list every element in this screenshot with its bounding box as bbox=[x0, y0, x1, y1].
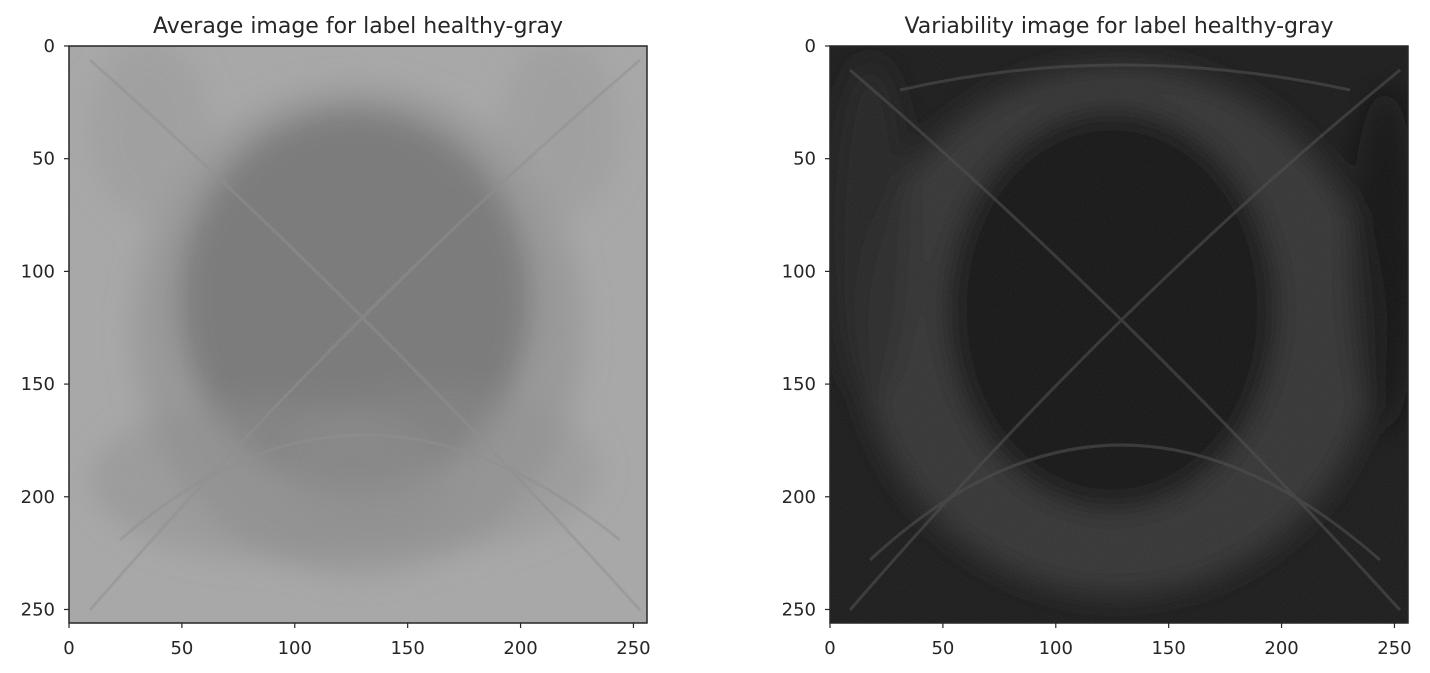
average-y-tick-label: 50 bbox=[32, 149, 55, 170]
average-x-tick-label: 150 bbox=[390, 638, 424, 659]
variability-y-tick-label: 100 bbox=[782, 261, 816, 282]
variability-x-tick-label: 100 bbox=[1039, 638, 1073, 659]
variability-image-panel: Variability image for label healthy-gray… bbox=[782, 14, 1420, 659]
average-y-tick-label: 0 bbox=[44, 36, 55, 57]
average-y-tick-label: 150 bbox=[21, 374, 55, 395]
variability-y-tick-label: 50 bbox=[793, 149, 816, 170]
variability-x-tick-label: 0 bbox=[824, 638, 835, 659]
average-x-tick-label: 250 bbox=[616, 638, 650, 659]
variability-x-tick-label: 250 bbox=[1377, 638, 1411, 659]
average-x-tick-label: 0 bbox=[63, 638, 74, 659]
variability-y-tick-label: 250 bbox=[782, 599, 816, 620]
variability-y-tick-label: 0 bbox=[805, 36, 816, 57]
average-y-tick-label: 200 bbox=[21, 487, 55, 508]
variability-y-tick-label: 150 bbox=[782, 374, 816, 395]
variability-x-tick-label: 50 bbox=[931, 638, 954, 659]
average-y-tick-label: 100 bbox=[21, 261, 55, 282]
variability-x-tick-label: 200 bbox=[1264, 638, 1298, 659]
variability-x-tick-label: 150 bbox=[1151, 638, 1185, 659]
average-image-panel: Average image for label healthy-gray 0 50… bbox=[21, 14, 651, 659]
average-image bbox=[69, 40, 647, 623]
average-x-tick-label: 100 bbox=[278, 638, 312, 659]
average-x-tick-label: 50 bbox=[170, 638, 193, 659]
average-y-tick-label: 250 bbox=[21, 599, 55, 620]
average-image-title: Average image for label healthy-gray bbox=[153, 14, 563, 39]
variability-image-title: Variability image for label healthy-gray bbox=[904, 14, 1333, 39]
variability-y-tick-label: 200 bbox=[782, 487, 816, 508]
average-x-tick-label: 200 bbox=[503, 638, 537, 659]
variability-image bbox=[830, 46, 1420, 623]
